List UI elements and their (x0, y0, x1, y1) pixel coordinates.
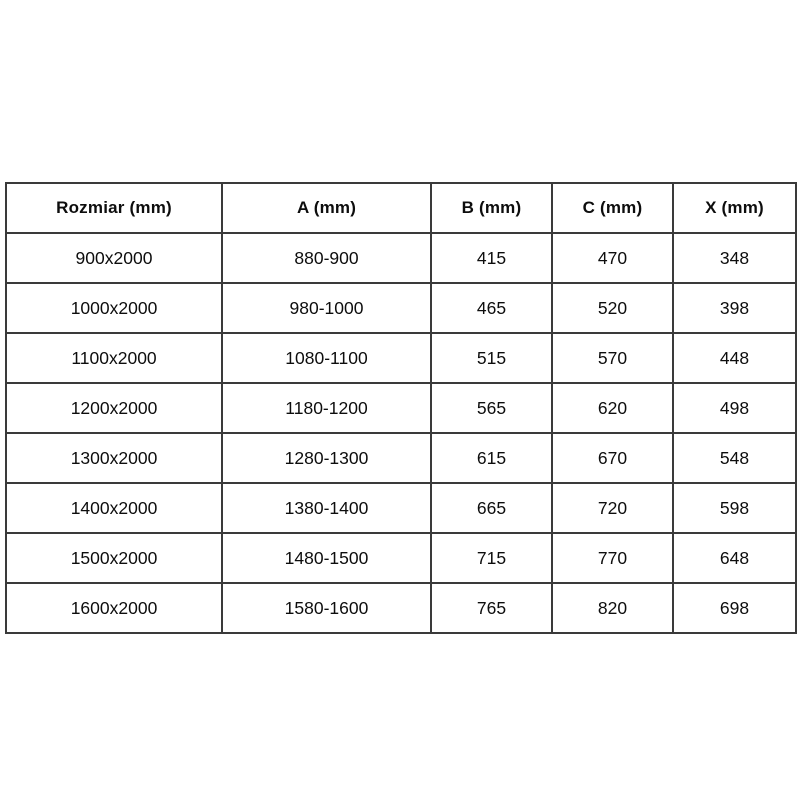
cell-x: 498 (672, 382, 797, 434)
cell-b: 615 (430, 432, 553, 484)
cell-a: 1380-1400 (221, 482, 432, 534)
table-body: 900x2000 880-900 415 470 348 1000x2000 980-100… (5, 232, 797, 634)
cell-x: 648 (672, 532, 797, 584)
cell-size: 900x2000 (5, 232, 223, 284)
cell-b: 715 (430, 532, 553, 584)
cell-a: 1280-1300 (221, 432, 432, 484)
cell-c: 520 (551, 282, 674, 334)
column-header-c: C (mm) (551, 182, 674, 234)
cell-b: 565 (430, 382, 553, 434)
cell-c: 570 (551, 332, 674, 384)
column-header-size: Rozmiar (mm) (5, 182, 223, 234)
cell-size: 1300x2000 (5, 432, 223, 484)
cell-size: 1100x2000 (5, 332, 223, 384)
table-row: 1300x2000 1280-1300 615 670 548 (5, 432, 797, 484)
cell-a: 980-1000 (221, 282, 432, 334)
cell-size: 1400x2000 (5, 482, 223, 534)
column-header-x: X (mm) (672, 182, 797, 234)
cell-c: 470 (551, 232, 674, 284)
cell-c: 720 (551, 482, 674, 534)
table-row: 1000x2000 980-1000 465 520 398 (5, 282, 797, 334)
table-row: 1200x2000 1180-1200 565 620 498 (5, 382, 797, 434)
cell-x: 698 (672, 582, 797, 634)
cell-a: 1180-1200 (221, 382, 432, 434)
cell-x: 548 (672, 432, 797, 484)
cell-c: 770 (551, 532, 674, 584)
cell-a: 1080-1100 (221, 332, 432, 384)
cell-x: 398 (672, 282, 797, 334)
cell-x: 348 (672, 232, 797, 284)
cell-c: 820 (551, 582, 674, 634)
cell-c: 670 (551, 432, 674, 484)
table-row: 900x2000 880-900 415 470 348 (5, 232, 797, 284)
cell-b: 665 (430, 482, 553, 534)
cell-x: 598 (672, 482, 797, 534)
cell-b: 515 (430, 332, 553, 384)
cell-a: 880-900 (221, 232, 432, 284)
cell-b: 765 (430, 582, 553, 634)
cell-size: 1600x2000 (5, 582, 223, 634)
column-header-a: A (mm) (221, 182, 432, 234)
column-header-b: B (mm) (430, 182, 553, 234)
table-header: Rozmiar (mm) A (mm) B (mm) C (mm) X (mm) (5, 182, 797, 234)
cell-c: 620 (551, 382, 674, 434)
table-header-row: Rozmiar (mm) A (mm) B (mm) C (mm) X (mm) (5, 182, 797, 234)
table-row: 1400x2000 1380-1400 665 720 598 (5, 482, 797, 534)
table-row: 1600x2000 1580-1600 765 820 698 (5, 582, 797, 634)
cell-size: 1200x2000 (5, 382, 223, 434)
cell-a: 1580-1600 (221, 582, 432, 634)
table-row: 1500x2000 1480-1500 715 770 648 (5, 532, 797, 584)
cell-b: 415 (430, 232, 553, 284)
table-row: 1100x2000 1080-1100 515 570 448 (5, 332, 797, 384)
cell-size: 1000x2000 (5, 282, 223, 334)
cell-b: 465 (430, 282, 553, 334)
cell-a: 1480-1500 (221, 532, 432, 584)
cell-x: 448 (672, 332, 797, 384)
dimension-table: Rozmiar (mm) A (mm) B (mm) C (mm) X (mm)… (5, 182, 797, 634)
cell-size: 1500x2000 (5, 532, 223, 584)
